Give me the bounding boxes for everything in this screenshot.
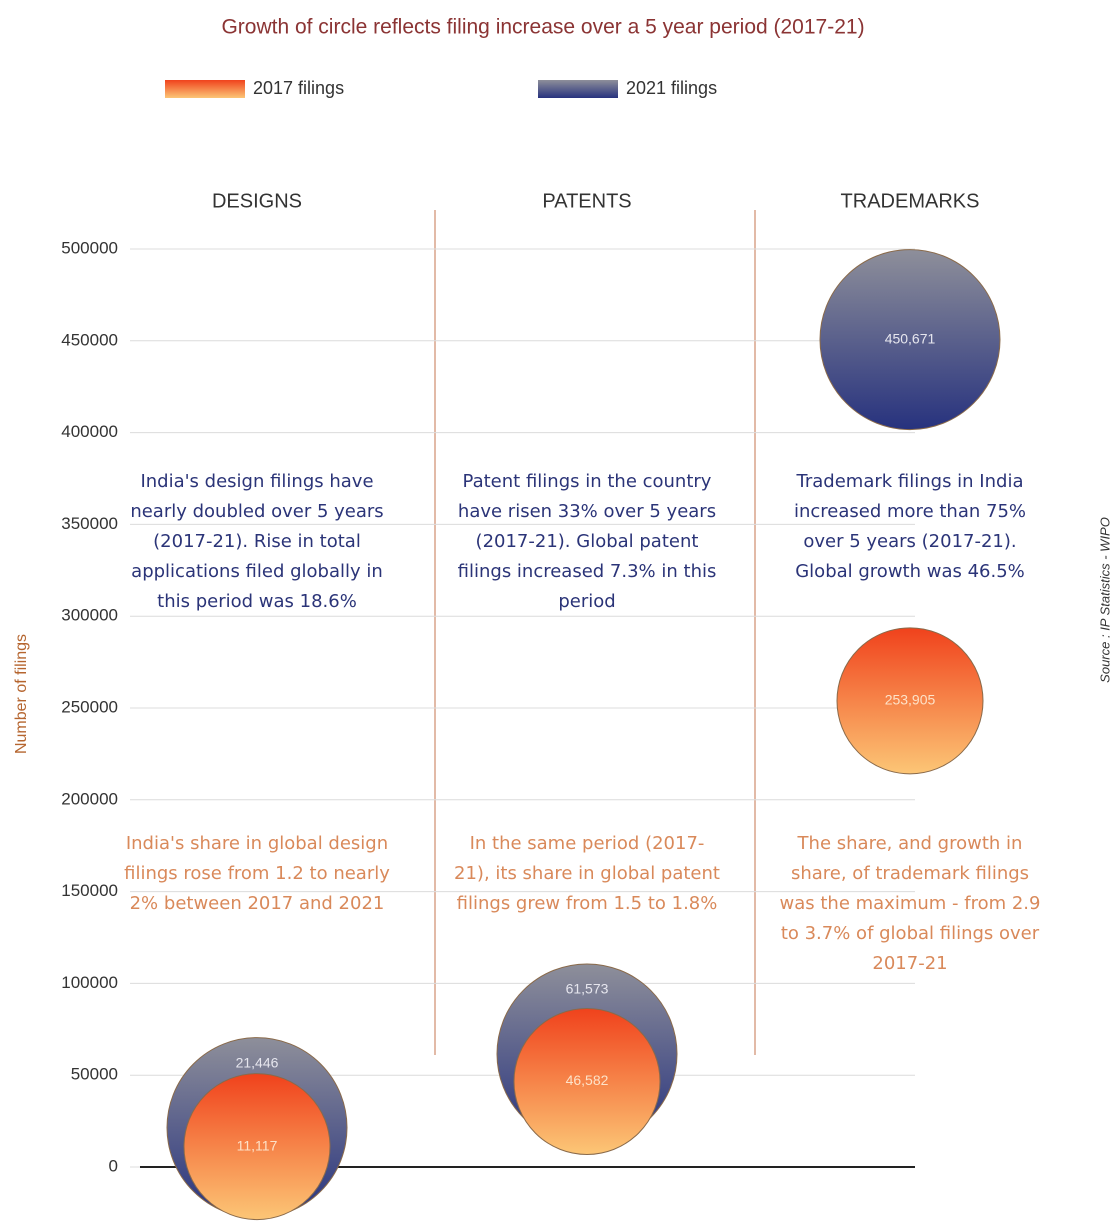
annotation: In the same period (2017-21), its share …	[454, 833, 720, 914]
source: Source : IP Statistics - WIPO	[1097, 517, 1112, 683]
value-label: 46,582	[566, 1072, 609, 1088]
annotation: Trademark filings in India increased mor…	[794, 471, 1026, 582]
y-tick-label: 0	[109, 1156, 118, 1175]
legend-swatch	[165, 80, 245, 98]
legend-label: 2021 filings	[626, 78, 717, 98]
y-tick-label: 250000	[61, 697, 118, 716]
value-label: 450,671	[885, 330, 936, 346]
y-tick-label: 350000	[61, 514, 118, 533]
legend-swatch	[538, 80, 618, 98]
value-label: 11,117	[237, 1137, 278, 1153]
category-label: DESIGNS	[212, 190, 302, 212]
legend-label: 2017 filings	[253, 78, 344, 98]
bubble	[836, 627, 984, 775]
y-tick-label: 450000	[61, 330, 118, 349]
annotation: India's share in global design filings r…	[124, 833, 390, 914]
annotation: Patent filings in the country have risen…	[457, 471, 717, 612]
annotation: The share, and growth in share, of trade…	[779, 833, 1041, 974]
category-label: PATENTS	[542, 190, 631, 212]
value-label: 253,905	[885, 692, 936, 708]
bubble	[513, 1007, 661, 1155]
y-tick-label: 500000	[61, 238, 118, 257]
y-tick-label: 400000	[61, 422, 118, 441]
y-tick-label: 50000	[71, 1065, 118, 1084]
y-tick-label: 150000	[61, 881, 118, 900]
value-label: 61,573	[566, 981, 609, 997]
y-axis-label: Number of filings	[13, 634, 30, 754]
value-label: 21,446	[236, 1054, 279, 1070]
y-tick-label: 300000	[61, 606, 118, 625]
y-tick-label: 100000	[61, 973, 118, 992]
category-label: TRADEMARKS	[841, 190, 980, 212]
y-tick-label: 200000	[61, 789, 118, 808]
chart-title: Growth of circle reflects filing increas…	[221, 16, 864, 39]
bubble	[819, 249, 1001, 431]
bubble	[183, 1073, 331, 1221]
annotation: India's design filings have nearly doubl…	[130, 471, 384, 612]
